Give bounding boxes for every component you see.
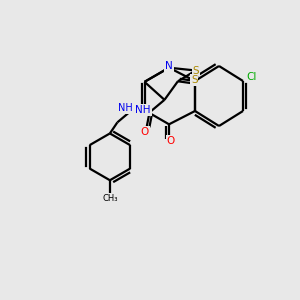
Text: CH₃: CH₃ <box>102 194 118 203</box>
Text: O: O <box>167 136 175 146</box>
Text: S: S <box>192 65 199 76</box>
Text: NH: NH <box>118 103 133 113</box>
Text: S: S <box>191 75 197 85</box>
Text: N: N <box>165 61 173 71</box>
Text: NH: NH <box>135 105 151 115</box>
Text: O: O <box>141 127 149 136</box>
Text: Cl: Cl <box>247 71 257 82</box>
